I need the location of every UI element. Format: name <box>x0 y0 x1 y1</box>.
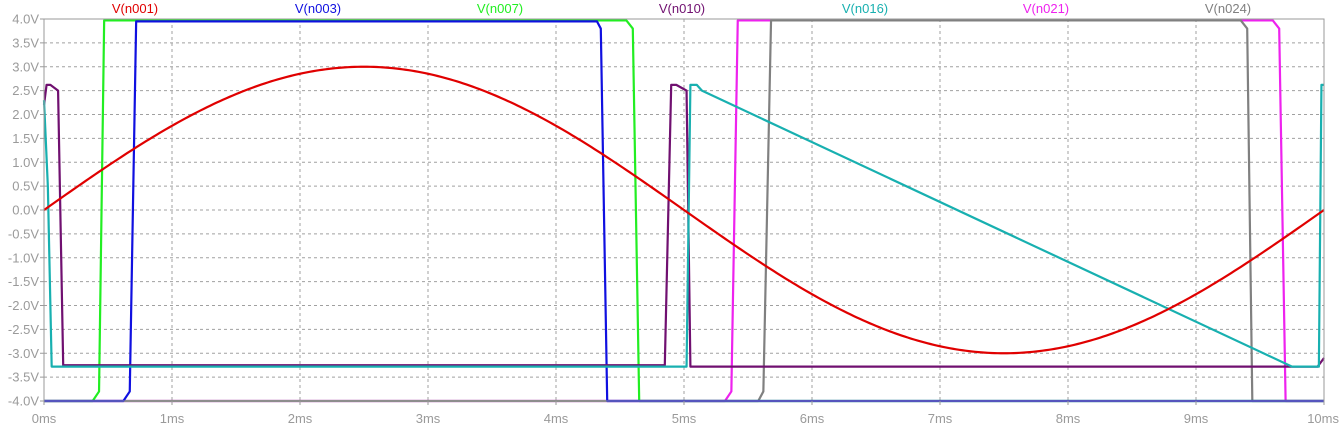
legend-entry: V(n007) <box>477 1 523 16</box>
series-v-n024 <box>44 19 1324 403</box>
legend-entry: V(n016) <box>842 1 888 16</box>
y-tick-label: -3.5V <box>8 370 39 385</box>
x-tick-label: 10ms <box>1307 411 1339 426</box>
x-tick-label: 3ms <box>416 411 441 426</box>
x-tick-label: 4ms <box>544 411 569 426</box>
plot-frame <box>43 18 1325 402</box>
y-tick-label: 4.0V <box>12 12 39 27</box>
x-tick-label: 9ms <box>1184 411 1209 426</box>
legend-entry: V(n001) <box>112 1 158 16</box>
y-tick-label: -0.5V <box>8 226 39 241</box>
legend-entry: V(n024) <box>1205 1 1251 16</box>
y-tick-label: -2.0V <box>8 298 39 313</box>
y-tick-label: 1.5V <box>12 131 39 146</box>
y-tick-label: 3.5V <box>12 35 39 50</box>
x-axis-ticks: 0ms 1ms 2ms 3ms 4ms 5ms 6ms 7ms 8ms 9ms 10ms <box>32 401 1339 426</box>
x-tick-label: 7ms <box>928 411 953 426</box>
y-tick-label: -2.5V <box>8 322 39 337</box>
y-tick-label: -1.0V <box>8 250 39 265</box>
series-v-n003 <box>44 20 1324 403</box>
y-tick-label: -1.5V <box>8 274 39 289</box>
x-tick-label: 2ms <box>288 411 313 426</box>
x-tick-label: 0ms <box>32 411 57 426</box>
y-tick-label: 2.0V <box>12 107 39 122</box>
y-axis-ticks: 4.0V 3.5V 3.0V 2.5V 2.0V 1.5V 1.0V 0.5V 0.0V -0.5… <box>8 12 44 409</box>
legend-entry: V(n021) <box>1023 1 1069 16</box>
y-tick-label: -3.0V <box>8 346 39 361</box>
x-tick-label: 5ms <box>672 411 697 426</box>
x-tick-label: 1ms <box>160 411 185 426</box>
y-tick-label: 0.0V <box>12 203 39 218</box>
y-tick-label: 3.0V <box>12 59 39 74</box>
legend: V(n001) V(n003) V(n007) V(n010) V(n016) V(n02… <box>112 1 1251 16</box>
x-tick-label: 6ms <box>800 411 825 426</box>
y-tick-label: -4.0V <box>8 394 39 409</box>
y-tick-label: 2.5V <box>12 83 39 98</box>
legend-entry: V(n010) <box>659 1 705 16</box>
series-traces <box>42 19 1325 403</box>
series-v-n001 <box>43 65 1325 355</box>
y-tick-label: 1.0V <box>12 155 39 170</box>
x-tick-label: 8ms <box>1056 411 1081 426</box>
legend-entry: V(n003) <box>295 1 341 16</box>
y-tick-label: 0.5V <box>12 179 39 194</box>
series-v-n016 <box>42 83 1324 368</box>
